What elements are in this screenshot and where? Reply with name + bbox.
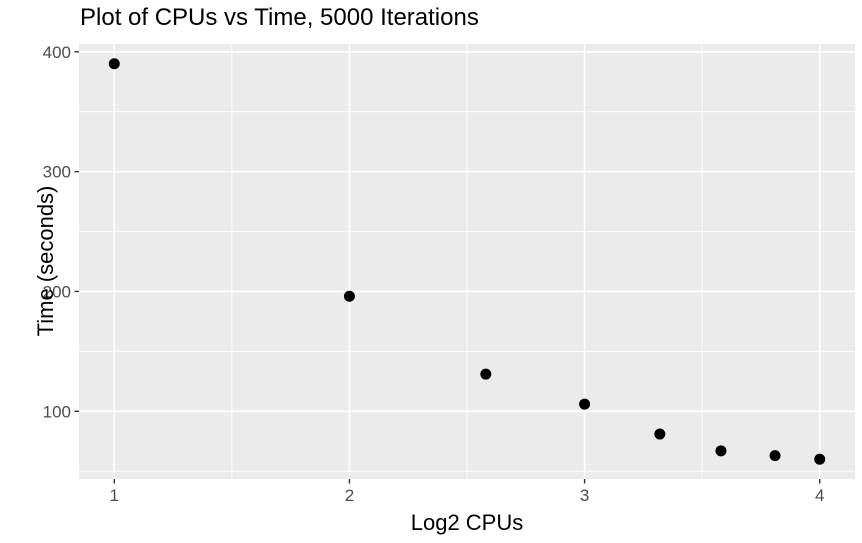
x-axis-title: Log2 CPUs [410,510,524,535]
y-tick-label: 100 [43,402,71,421]
data-point [108,58,120,70]
x-tick-label: 4 [815,486,824,505]
y-tick-label: 200 [43,282,71,301]
data-point [715,445,727,457]
x-tick-label: 3 [580,486,589,505]
data-point [654,428,666,440]
data-point [480,368,492,380]
data-point [343,290,355,302]
data-point [814,453,826,465]
data-point [769,450,781,462]
x-tick-label: 1 [110,486,119,505]
data-point [579,398,591,410]
chart-title: Plot of CPUs vs Time, 5000 Iterations [80,4,479,31]
y-axis-title: Time (seconds) [33,185,58,337]
y-tick-label: 400 [43,43,71,62]
y-tick-label: 300 [43,163,71,182]
x-tick-label: 2 [345,486,354,505]
